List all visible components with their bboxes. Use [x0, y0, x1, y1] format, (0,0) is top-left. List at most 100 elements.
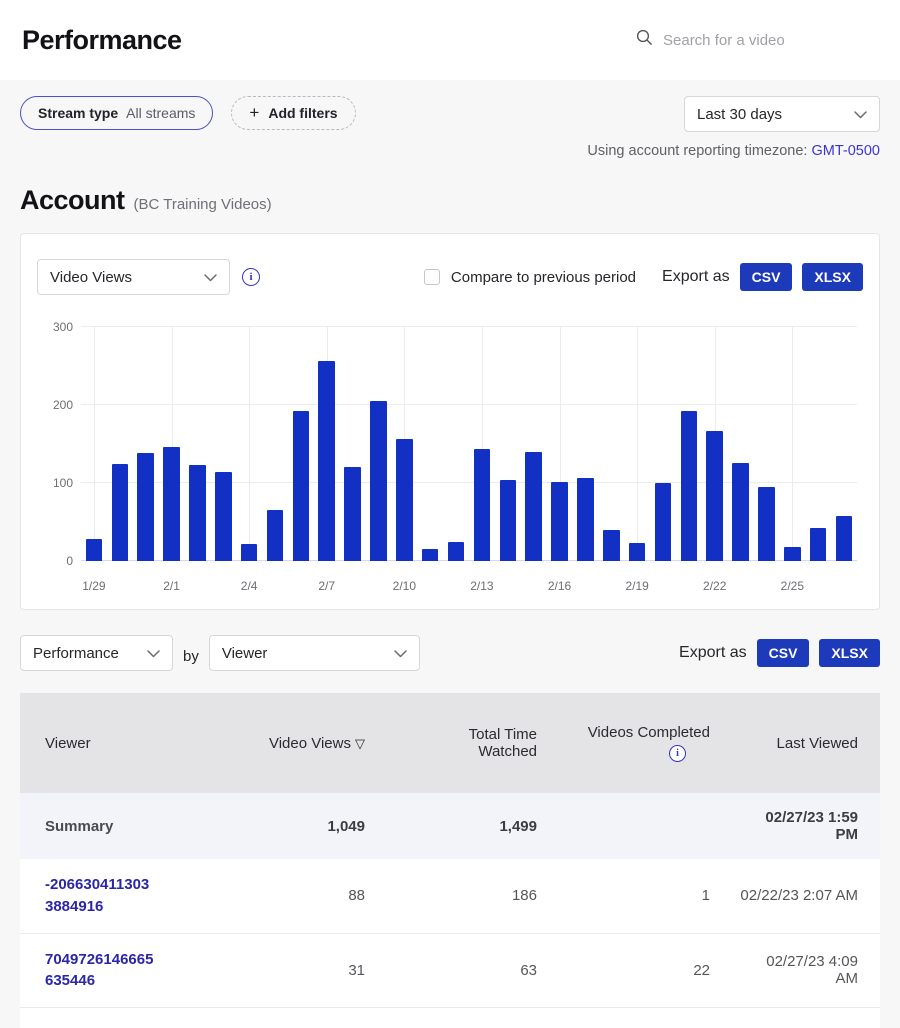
chart-bar[interactable]	[86, 539, 103, 561]
column-header-video-views[interactable]: Video Views▽	[180, 721, 365, 766]
dimension-select[interactable]: Viewer	[209, 635, 420, 671]
column-header-viewer[interactable]: Viewer	[20, 721, 180, 766]
breakdown-controls: Performance by Viewer Export as CSV XLSX	[20, 635, 880, 671]
chart-x-axis: 1/292/12/42/72/102/132/162/192/222/25	[81, 569, 857, 597]
video-views-bar-chart: 0100200300 1/292/12/42/72/102/132/162/19…	[37, 317, 863, 597]
chart-card: Video Views i Compare to previous period…	[20, 233, 880, 610]
last-viewed-cell: 02/27/23 4:09 AM	[710, 938, 880, 1002]
viewer-id-link[interactable]: 7049726146665 635446	[45, 951, 153, 990]
chart-bar[interactable]	[137, 453, 154, 561]
column-header-total-time-watched[interactable]: Total Time Watched	[365, 712, 537, 774]
x-tick-label: 2/22	[703, 579, 726, 593]
date-range-select[interactable]: Last 30 days	[684, 96, 880, 132]
chart-bar[interactable]	[344, 467, 361, 561]
x-tick-label: 2/19	[625, 579, 648, 593]
summary-videos-completed	[537, 810, 710, 842]
add-filters-button[interactable]: + Add filters	[231, 96, 355, 130]
chart-bar[interactable]	[474, 449, 491, 561]
chart-bar[interactable]	[241, 544, 258, 561]
timezone-prefix: Using account reporting timezone:	[587, 143, 811, 159]
video-views-cell: 28	[180, 1021, 365, 1028]
compare-checkbox[interactable]	[424, 269, 440, 285]
videos-completed-info-icon[interactable]: i	[669, 745, 686, 762]
videos-completed-cell: 22	[537, 947, 710, 994]
chart-bar[interactable]	[370, 401, 387, 561]
table-export-xlsx-button[interactable]: XLSX	[819, 639, 880, 667]
chart-bar[interactable]	[577, 478, 594, 561]
x-tick-label: 2/7	[318, 579, 335, 593]
search-icon	[636, 29, 653, 51]
chart-bar[interactable]	[396, 439, 413, 561]
chart-bar[interactable]	[112, 464, 129, 562]
chart-bar[interactable]	[525, 452, 542, 561]
viewer-cell: 2244233813611 77648	[20, 1008, 180, 1028]
stream-type-value: All streams	[126, 105, 195, 121]
search-input[interactable]	[663, 32, 878, 49]
viewer-table-body: -206630411303 388491688186102/22/23 2:07…	[20, 859, 880, 1028]
chart-bar[interactable]	[836, 516, 853, 561]
chart-gridline	[81, 404, 857, 405]
filter-row: Stream type All streams + Add filters La…	[20, 96, 880, 159]
chart-export-xlsx-button[interactable]: XLSX	[802, 263, 863, 291]
viewer-table: Viewer Video Views▽ Total Time Watched V…	[20, 693, 880, 1028]
metric-info-icon[interactable]: i	[242, 268, 260, 286]
stream-type-label: Stream type	[38, 105, 118, 121]
video-search[interactable]	[636, 29, 878, 51]
chart-gridline	[637, 327, 638, 561]
chart-bar[interactable]	[448, 542, 465, 561]
table-row: 2244233813611 776482838602/21/23 12:35 A…	[20, 1008, 880, 1028]
chart-bar[interactable]	[163, 447, 180, 561]
chart-bar[interactable]	[629, 543, 646, 561]
chevron-down-icon	[204, 269, 217, 286]
chart-bar[interactable]	[293, 411, 310, 561]
dimension-select-value: Viewer	[222, 645, 268, 662]
viewer-id-link[interactable]: -206630411303 3884916	[45, 876, 149, 915]
chart-bar[interactable]	[706, 431, 723, 561]
chart-bar[interactable]	[215, 472, 232, 561]
x-tick-label: 1/29	[82, 579, 105, 593]
chart-bar[interactable]	[603, 530, 620, 561]
chart-bar[interactable]	[681, 411, 698, 561]
column-header-videos-completed[interactable]: Videos Completed i	[537, 693, 710, 793]
x-tick-label: 2/16	[548, 579, 571, 593]
chart-bar[interactable]	[784, 547, 801, 561]
chart-bar[interactable]	[732, 463, 749, 561]
stream-type-filter[interactable]: Stream type All streams	[20, 96, 213, 130]
chart-export-csv-button[interactable]: CSV	[740, 263, 793, 291]
chart-gridline	[792, 327, 793, 561]
x-tick-label: 2/10	[393, 579, 416, 593]
table-export-label: Export as	[679, 644, 747, 662]
chart-bar[interactable]	[810, 528, 827, 561]
total-time-watched-cell: 63	[365, 947, 537, 994]
metric-select[interactable]: Video Views	[37, 259, 230, 295]
chart-bar[interactable]	[267, 510, 284, 561]
report-select-value: Performance	[33, 645, 119, 662]
chart-bar[interactable]	[189, 465, 206, 561]
chevron-down-icon	[394, 645, 407, 662]
chart-bar[interactable]	[655, 483, 672, 561]
chart-plot	[81, 327, 857, 561]
chart-bar[interactable]	[551, 482, 568, 561]
chart-gridline	[94, 327, 95, 561]
chart-bar[interactable]	[422, 549, 439, 561]
video-views-header-label: Video Views	[269, 735, 351, 752]
chart-bar[interactable]	[318, 361, 335, 561]
chart-bar[interactable]	[758, 487, 775, 561]
viewer-cell: 7049726146665 635446	[20, 934, 180, 1008]
compare-label: Compare to previous period	[451, 269, 636, 286]
summary-video-views: 1,049	[180, 802, 365, 851]
account-subtitle: (BC Training Videos)	[134, 196, 272, 213]
summary-row: Summary 1,049 1,499 02/27/23 1:59 PM	[20, 793, 880, 859]
y-tick-label: 200	[53, 398, 73, 412]
timezone-link[interactable]: GMT-0500	[812, 143, 881, 159]
chart-gridline	[249, 327, 250, 561]
plus-icon: +	[249, 103, 259, 123]
metric-select-value: Video Views	[50, 269, 132, 286]
chart-bar[interactable]	[500, 480, 517, 561]
table-export-csv-button[interactable]: CSV	[757, 639, 810, 667]
column-header-last-viewed[interactable]: Last Viewed	[710, 721, 880, 766]
report-select[interactable]: Performance	[20, 635, 173, 671]
videos-completed-cell: 6	[537, 1021, 710, 1028]
video-views-cell: 31	[180, 947, 365, 994]
timezone-note: Using account reporting timezone: GMT-05…	[587, 143, 880, 159]
